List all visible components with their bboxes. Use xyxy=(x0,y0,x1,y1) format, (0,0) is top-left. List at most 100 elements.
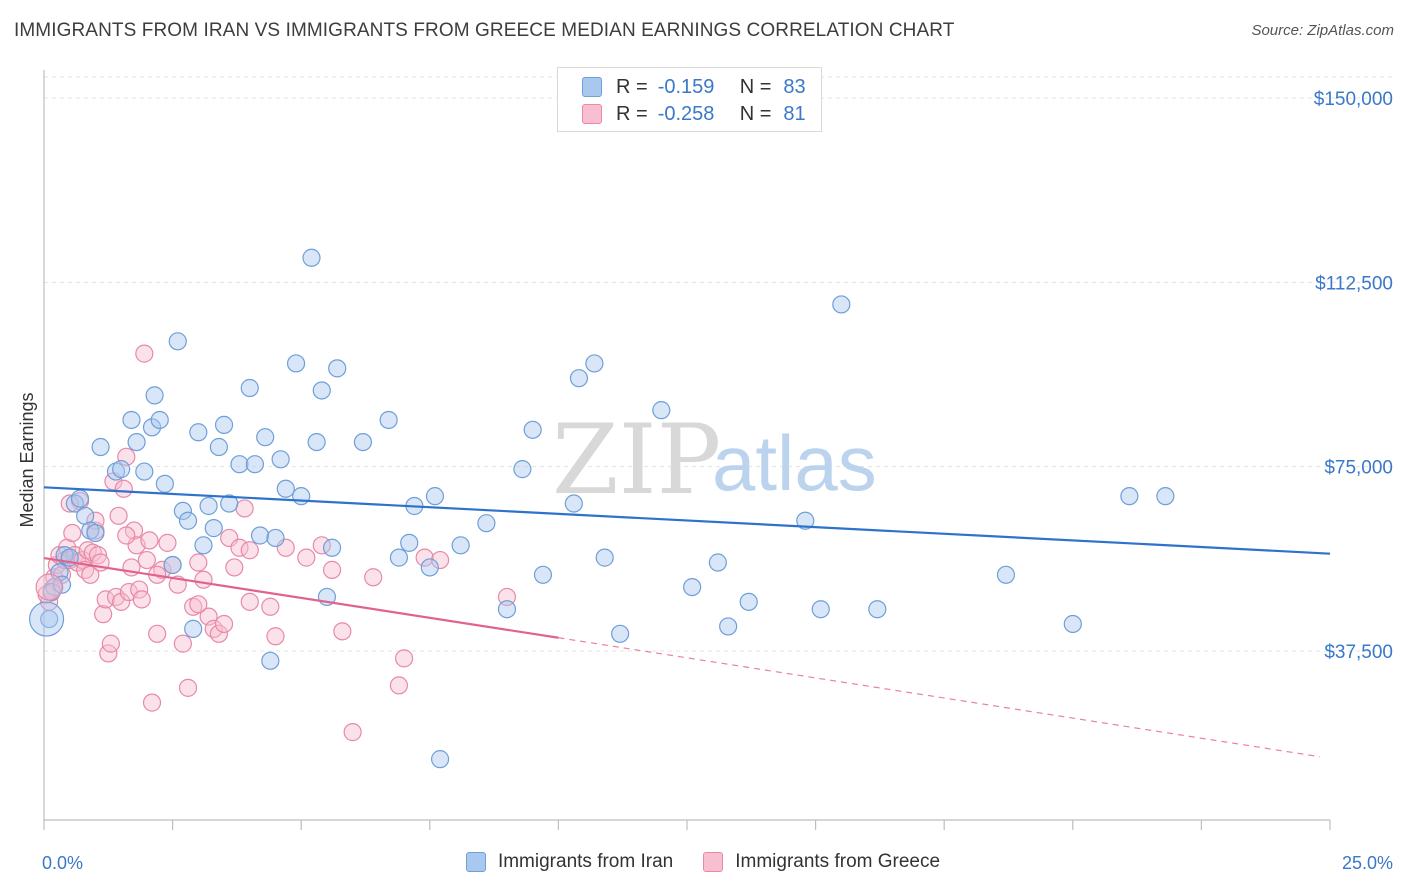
iran-point xyxy=(811,600,830,619)
iran-point xyxy=(178,511,198,530)
iran-point xyxy=(150,410,169,430)
greece-point xyxy=(240,592,259,611)
series-swatch-greece xyxy=(703,852,724,872)
series-legend-item-iran[interactable]: Immigrants from Iran xyxy=(465,851,674,873)
greece-point xyxy=(430,550,450,570)
iran-point xyxy=(245,455,265,474)
iran-point xyxy=(328,359,347,378)
iran-point xyxy=(1120,487,1139,506)
iran-point xyxy=(513,460,532,479)
greece-point xyxy=(178,678,198,697)
greece-point xyxy=(204,619,223,638)
iran-point xyxy=(683,577,702,597)
greece-point xyxy=(101,634,120,653)
iran-point xyxy=(145,386,164,405)
greece-point xyxy=(117,526,136,545)
y-tick-label: $150,000 xyxy=(1314,89,1393,110)
greece-point xyxy=(189,595,208,614)
chart-title: IMMIGRANTS FROM IRAN VS IMMIGRANTS FROM … xyxy=(14,20,955,41)
iran-point xyxy=(708,553,727,572)
iran-point xyxy=(322,538,342,557)
greece-point xyxy=(266,627,285,646)
iran-point xyxy=(155,474,174,493)
iran-point xyxy=(400,533,419,552)
iran-point xyxy=(292,487,311,506)
greece-point xyxy=(225,558,244,577)
legend-n-label: N = xyxy=(739,102,772,125)
series-label-iran: Immigrants from Iran xyxy=(497,851,674,872)
series-legend-item-greece[interactable]: Immigrants from Greece xyxy=(703,851,940,873)
iran-point xyxy=(230,455,249,474)
greece-point xyxy=(214,614,234,634)
iran-point xyxy=(261,651,280,670)
greece-point xyxy=(297,548,316,567)
iran-point xyxy=(220,494,239,513)
greece-point xyxy=(132,590,151,609)
greece-point xyxy=(137,550,156,570)
series-label-greece: Immigrants from Greece xyxy=(735,851,941,872)
greece-point xyxy=(189,553,208,572)
series-swatch-iran xyxy=(465,852,486,872)
greece-point xyxy=(94,605,113,624)
iran-point xyxy=(184,619,203,638)
iran-point xyxy=(389,548,409,567)
y-tick-label: $37,500 xyxy=(1324,642,1393,663)
iran-point xyxy=(91,437,110,457)
greece-point xyxy=(63,523,82,543)
legend-n-value: 81 xyxy=(783,102,806,125)
iran-point xyxy=(70,489,90,508)
greece-point xyxy=(112,592,131,611)
greece-point xyxy=(261,597,280,616)
greece-point xyxy=(389,676,409,695)
source-label: Source: ZipAtlas.com xyxy=(1251,22,1394,39)
greece-point xyxy=(109,506,128,525)
iran-point xyxy=(312,381,331,400)
iran-point xyxy=(477,514,496,533)
iran-point xyxy=(214,415,234,434)
iran-point xyxy=(173,501,192,521)
y-axis-tick-labels: $37,500 $75,000 $112,500 $150,000 xyxy=(1314,89,1393,663)
legend-r-label: R = xyxy=(616,102,648,125)
greece-point xyxy=(88,546,108,565)
iran-point xyxy=(307,432,326,452)
greece-point xyxy=(153,560,172,579)
iran-point xyxy=(266,528,285,548)
x-tick-label-max: 25.0% xyxy=(1342,853,1393,873)
iran-point xyxy=(28,601,65,637)
greece-point xyxy=(394,649,414,668)
iran-point xyxy=(194,536,213,555)
greece-point xyxy=(235,499,254,518)
iran-point xyxy=(497,600,517,619)
series-legend: Immigrants from Iran Immigrants from Gre… xyxy=(0,851,1406,873)
correlation-legend: R = -0.159 N = 83 R = -0.258 N = 81 xyxy=(557,67,822,132)
iran-point xyxy=(585,354,604,373)
iran-point xyxy=(302,248,321,267)
greece-point xyxy=(35,573,63,601)
iran-point xyxy=(1063,614,1082,634)
trend-line-greece xyxy=(43,557,559,639)
iran-point xyxy=(204,519,223,538)
iran-point xyxy=(1156,487,1175,506)
greece-point xyxy=(60,494,79,513)
axes xyxy=(43,70,1331,830)
iran-point xyxy=(420,558,439,577)
greece-point xyxy=(194,570,213,589)
iran-point xyxy=(240,378,259,398)
iran-point xyxy=(209,437,228,457)
iran-point xyxy=(719,617,738,636)
iran-point xyxy=(430,750,450,769)
iran-point xyxy=(42,582,61,602)
x-axis-tick-labels: 0.0% 25.0% xyxy=(42,853,1393,873)
iran-point xyxy=(122,410,141,430)
iran-point xyxy=(739,592,758,611)
greece-point xyxy=(114,479,133,498)
iran-point xyxy=(796,511,815,530)
iran-point xyxy=(276,479,295,498)
iran-point xyxy=(142,418,162,437)
iran-point xyxy=(86,523,105,543)
watermark-atlas: atlas xyxy=(712,419,877,507)
iran-point xyxy=(533,565,553,584)
data-points xyxy=(28,248,1175,769)
iran-point xyxy=(168,332,187,351)
